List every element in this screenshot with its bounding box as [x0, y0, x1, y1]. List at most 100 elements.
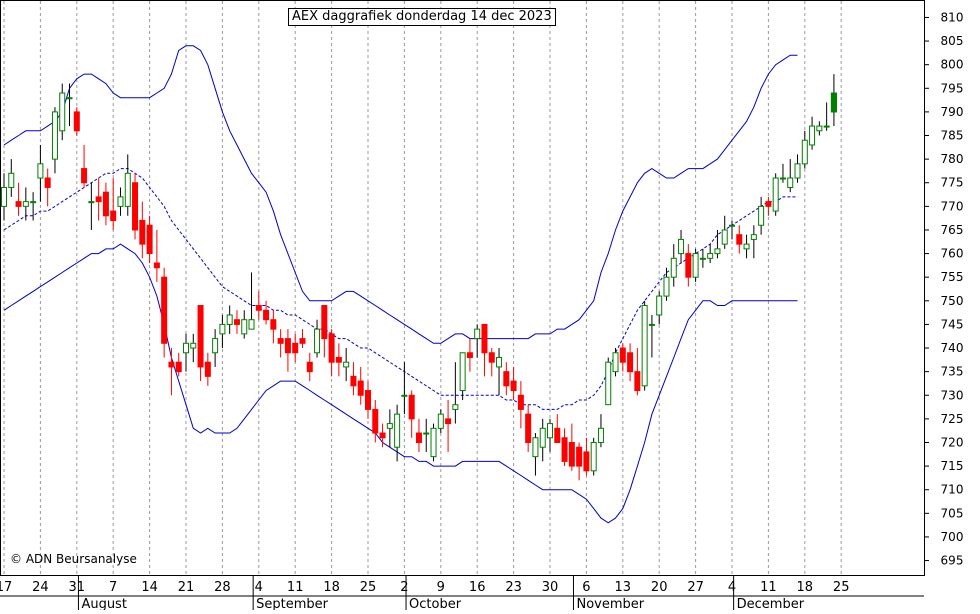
candle-72	[525, 404, 532, 452]
candle-74	[539, 418, 546, 462]
y-tick-label-805: 805	[941, 34, 964, 48]
candle-body-up	[226, 314, 233, 325]
candle-body-up	[241, 319, 248, 335]
candle-body-up	[88, 201, 95, 204]
candle-body-down	[517, 394, 524, 410]
candle-body-up	[692, 253, 699, 278]
month-label-2: October	[409, 597, 462, 610]
candle-17	[124, 154, 131, 216]
copyright-label: © ADN Beursanalyse	[10, 552, 137, 566]
candle-37	[270, 310, 277, 344]
candle-40	[292, 333, 299, 363]
x-tick-label-23: 25	[833, 580, 850, 595]
candle-11	[81, 144, 88, 188]
candle-body-down	[168, 361, 175, 368]
candle-body-down	[634, 371, 641, 392]
candle-body-up	[8, 172, 15, 188]
candle-57	[415, 418, 422, 452]
candle-body-down	[365, 390, 371, 410]
candle-body-down	[102, 191, 109, 217]
x-tick-label-11: 2	[400, 580, 408, 595]
candle-63	[459, 352, 466, 400]
candle-8	[59, 83, 66, 141]
candle-110	[801, 130, 808, 169]
candle-107	[779, 163, 786, 183]
candle-body-down	[44, 177, 51, 188]
candle-body-down	[335, 356, 342, 363]
candle-18	[132, 173, 139, 240]
candle-96	[699, 248, 706, 268]
candle-22	[161, 267, 168, 358]
candle-body-up	[496, 356, 503, 368]
candle-42	[306, 352, 313, 382]
candle-body-down	[372, 408, 379, 434]
candle-body-down	[306, 361, 313, 373]
candle-body-up	[423, 432, 430, 435]
candle-97	[707, 244, 714, 264]
candle-60	[437, 409, 444, 434]
candle-body-up	[670, 257, 677, 278]
candle-body-up	[678, 238, 685, 255]
candle-body-up	[474, 328, 481, 340]
candle-7	[51, 107, 58, 174]
candle-body-up	[772, 177, 779, 212]
candle-body-up	[823, 125, 830, 128]
candle-body-latest	[830, 92, 837, 113]
candle-15	[110, 178, 117, 230]
candle-61	[445, 399, 452, 452]
candle-91	[663, 267, 670, 301]
candle-26	[190, 333, 197, 363]
candle-body-down	[139, 220, 146, 245]
candle-2	[15, 182, 22, 216]
candle-54	[394, 404, 401, 462]
candle-13	[95, 178, 102, 221]
candle-body-down	[510, 380, 517, 392]
candle-33	[241, 310, 248, 339]
candle-body-up	[59, 92, 66, 132]
candle-48	[350, 362, 357, 396]
candle-90	[656, 291, 663, 325]
y-tick-label-810: 810	[941, 10, 964, 24]
candle-body-down	[15, 201, 22, 207]
candle-53	[386, 409, 393, 448]
bollinger-lower-line	[3, 243, 798, 524]
candle-body-up	[452, 404, 459, 410]
y-tick-label-700: 700	[941, 530, 964, 544]
x-tick-label-6: 28	[214, 580, 231, 595]
candle-body-down	[736, 234, 743, 245]
y-tick-label-715: 715	[941, 459, 964, 473]
y-tick-label-730: 730	[941, 388, 964, 402]
candle-86	[627, 343, 634, 382]
candle-28	[204, 352, 211, 386]
candle-body-down	[525, 413, 532, 443]
candle-body-up	[547, 423, 553, 439]
candle-body-down	[153, 262, 160, 269]
y-axis: 695 700 705 710 715 720 725 730 735 740 745 750 755 7…	[924, 10, 964, 568]
candle-body-up	[1, 186, 7, 207]
candle-body-down	[204, 361, 211, 377]
candle-56	[408, 390, 415, 438]
candle-body-down	[481, 323, 488, 354]
candle-body-up	[51, 111, 58, 160]
candle-80	[583, 437, 590, 476]
x-tick-label-22: 18	[797, 580, 814, 595]
x-tick-label-12: 9	[437, 580, 445, 595]
candle-65	[474, 324, 481, 358]
candle-body-up	[394, 413, 401, 448]
candle-body-up	[648, 323, 655, 326]
x-tick-label-4: 14	[141, 580, 158, 595]
candle-34	[248, 272, 255, 330]
candle-body-down	[379, 432, 386, 439]
candle-body-up	[597, 427, 604, 443]
candle-16	[117, 187, 124, 216]
y-tick-label-790: 790	[941, 105, 964, 119]
candle-body-up	[30, 201, 37, 204]
candle-body-up	[401, 394, 408, 397]
candle-73	[532, 433, 539, 476]
candle-body-up	[22, 201, 29, 207]
candle-111	[809, 116, 816, 150]
candle-79	[576, 442, 583, 481]
candle-71	[517, 381, 524, 429]
y-tick-label-755: 755	[941, 270, 964, 284]
candle-body-up	[721, 229, 728, 245]
